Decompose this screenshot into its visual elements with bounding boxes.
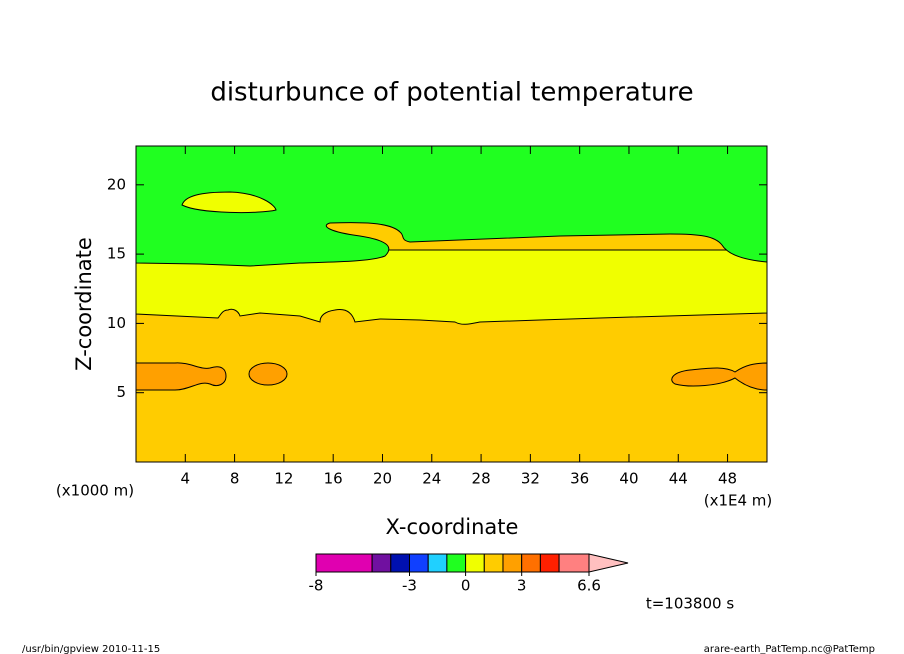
x-tick-label: 36 — [570, 470, 589, 488]
chart-title: disturbunce of potential temperature — [210, 78, 693, 108]
x-tick-label: 48 — [718, 470, 737, 488]
x-tick-label: 40 — [619, 470, 638, 488]
y-tick-label: 10 — [107, 314, 126, 332]
colorbar-tick-label: 6.6 — [577, 577, 601, 595]
footer-right: arare-earth_PatTemp.nc@PatTemp — [704, 644, 875, 654]
contour-field — [135, 145, 768, 462]
x-tick-label: 32 — [521, 470, 540, 488]
colorbar-segment — [502, 553, 523, 573]
contour-region — [135, 249, 768, 325]
y-tick-label: 20 — [107, 175, 126, 193]
colorbar-segment — [558, 553, 590, 573]
colorbar-segment — [446, 553, 467, 573]
contour-region — [135, 145, 768, 267]
colorbar-tick-label: 3 — [517, 577, 527, 595]
x-tick-label: 24 — [422, 470, 441, 488]
colorbar-segment — [521, 553, 541, 573]
x-tick-label: 44 — [669, 470, 688, 488]
x-tick-label: 16 — [324, 470, 343, 488]
x-tick-label: 4 — [181, 470, 191, 488]
colorbar-segment — [539, 553, 560, 573]
x-tick-label: 28 — [472, 470, 491, 488]
y-tick-label: 15 — [107, 245, 126, 263]
x-tick-label: 20 — [373, 470, 392, 488]
colorbar-segment — [315, 553, 373, 573]
x-scale-note: (x1E4 m) — [704, 492, 773, 510]
plot-frame — [135, 145, 768, 463]
colorbar-extension — [588, 553, 629, 573]
x-tick-label: 12 — [274, 470, 293, 488]
x-tick-label: 8 — [230, 470, 240, 488]
contour-region — [671, 362, 768, 391]
y-axis-label: Z-coordinate — [72, 237, 96, 371]
colorbar-segment — [408, 553, 429, 573]
time-label: t=103800 s — [646, 595, 734, 613]
footer-left: /usr/bin/gpview 2010-11-15 — [22, 644, 160, 654]
colorbar-tick-label: -8 — [309, 577, 324, 595]
colorbar-tick-label: -3 — [402, 577, 417, 595]
x-axis-label: X-coordinate — [386, 515, 519, 539]
contour-region — [135, 362, 227, 391]
y-tick-label: 5 — [116, 383, 126, 401]
colorbar-segment — [465, 553, 485, 573]
x-unit: (x1000 m) — [56, 482, 134, 500]
colorbar-segment — [371, 553, 392, 573]
colorbar-segment — [390, 553, 410, 573]
contour-region — [181, 191, 277, 214]
contour-region — [248, 362, 288, 386]
colorbar-segment — [427, 553, 448, 573]
colorbar-tick-label: 0 — [461, 577, 471, 595]
colorbar-segment — [483, 553, 504, 573]
